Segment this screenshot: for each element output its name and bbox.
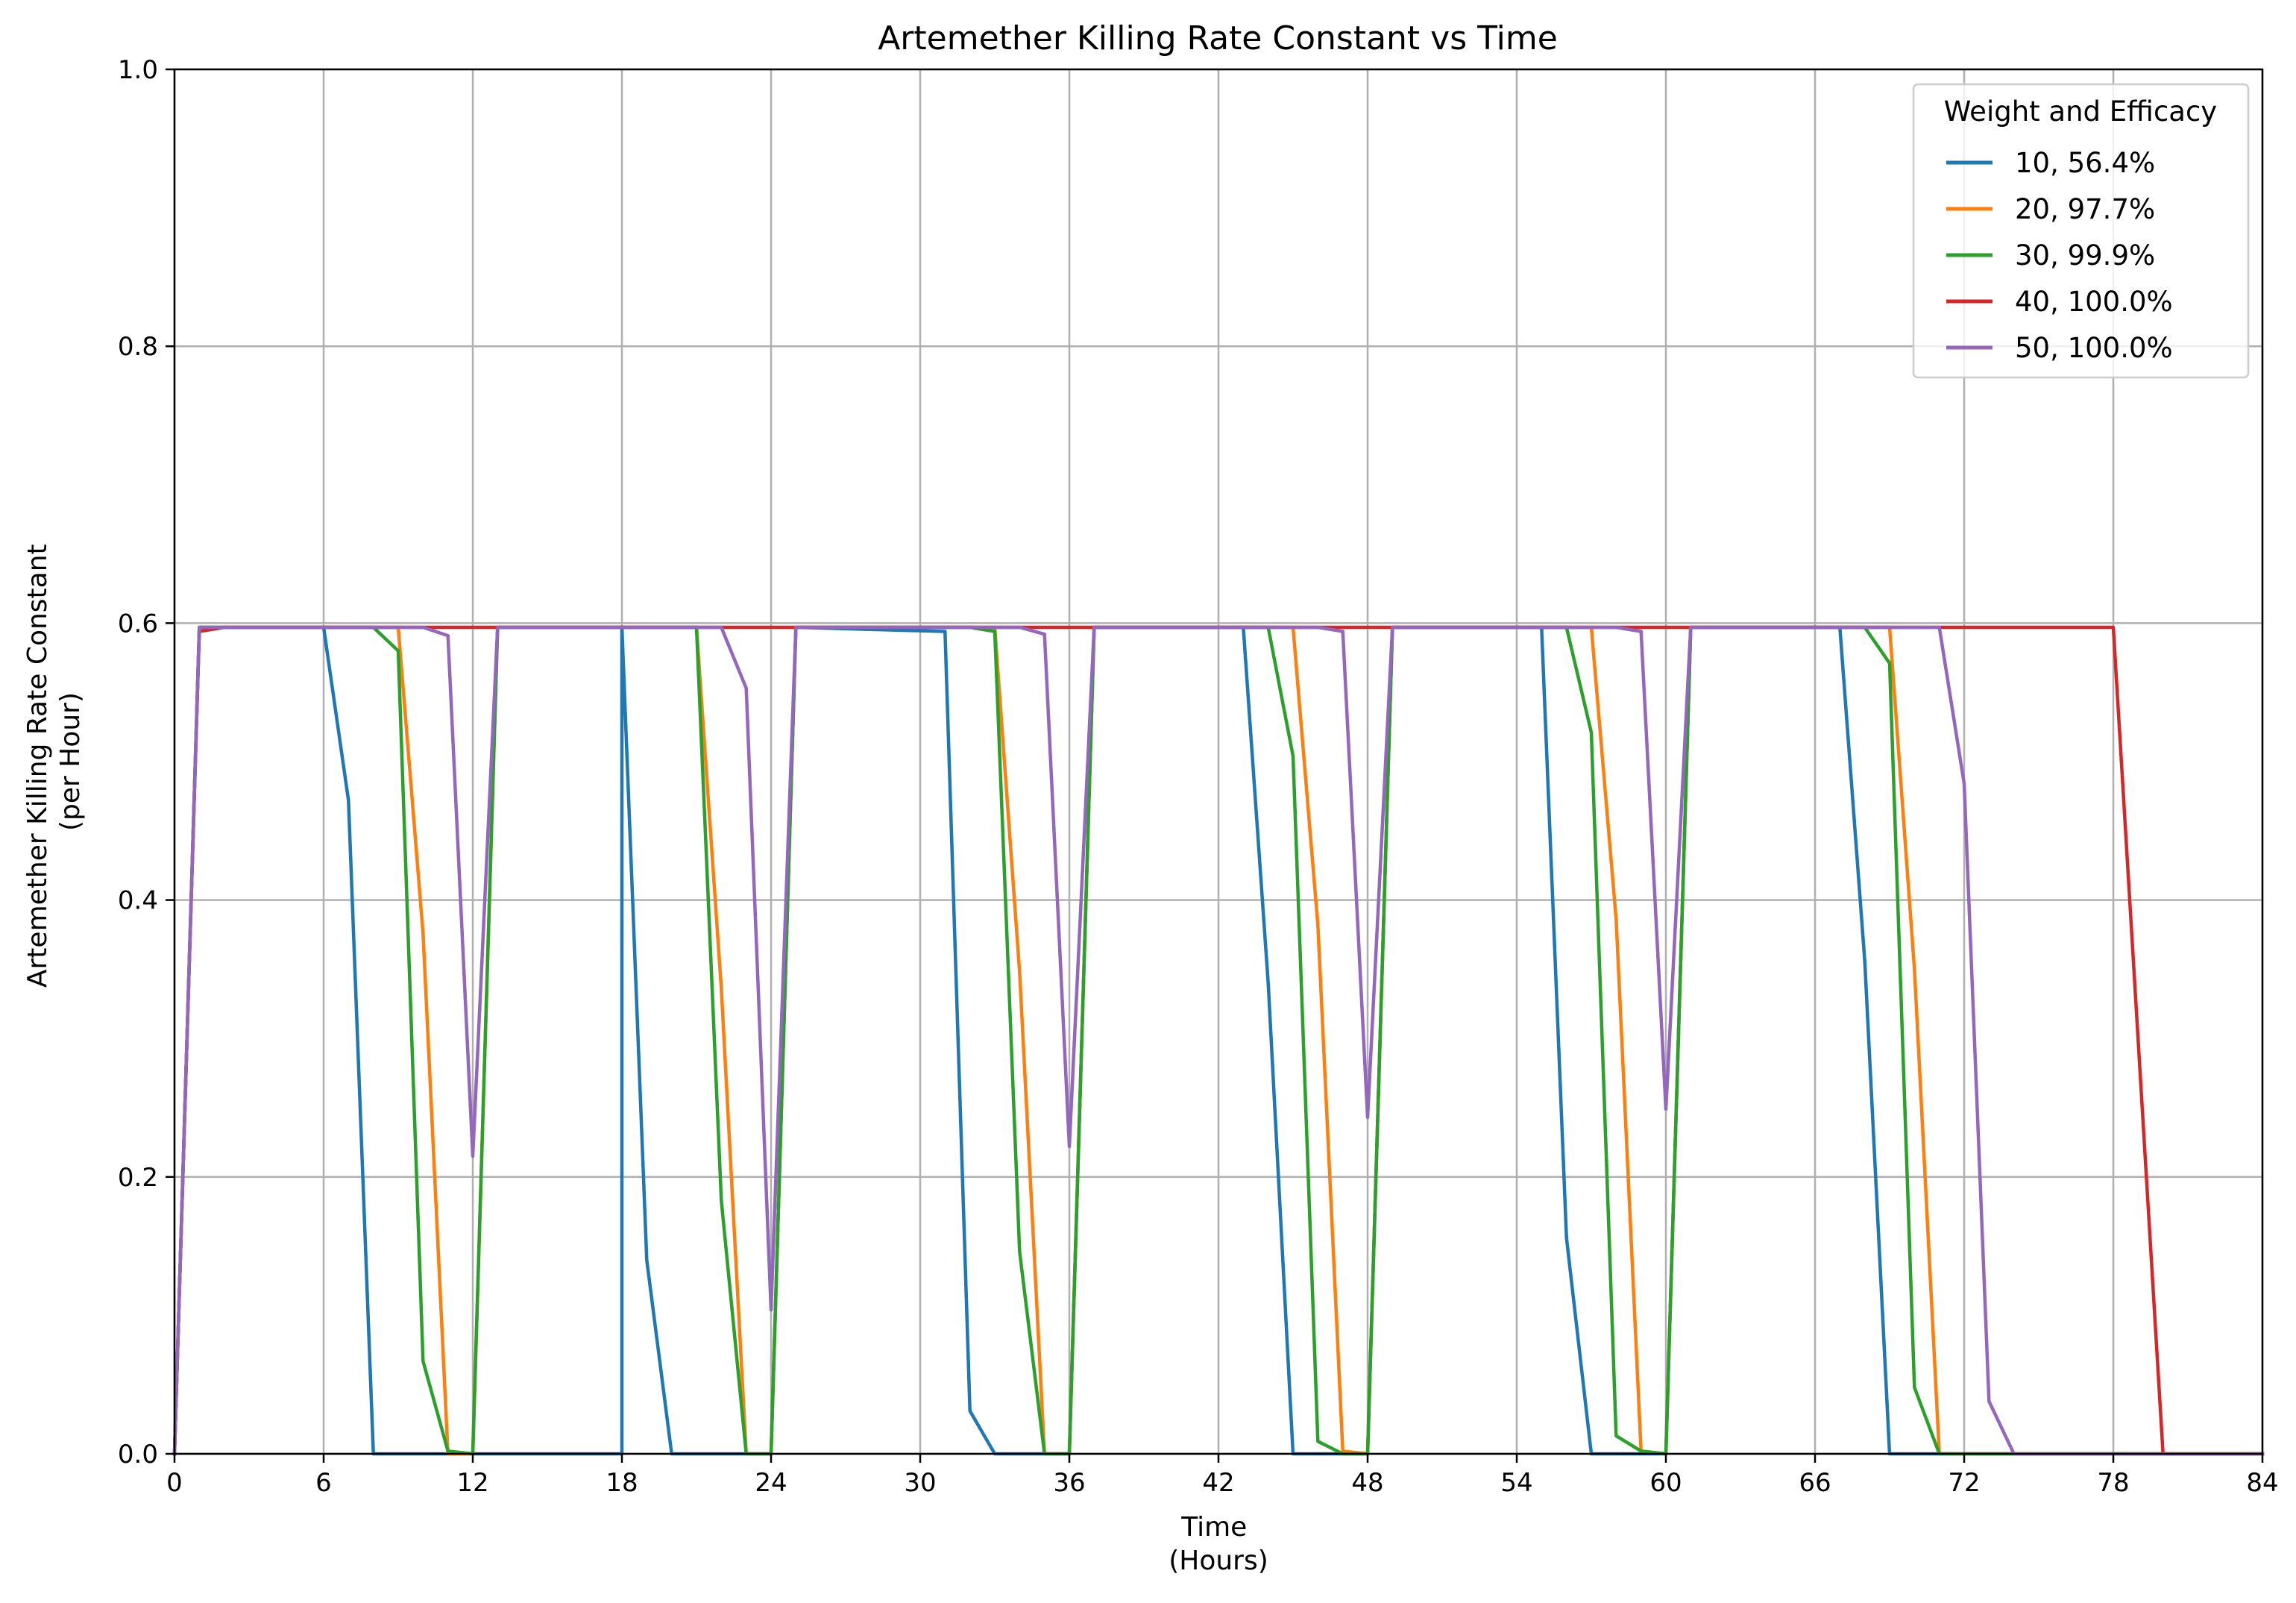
x-axis-label: Time (Hours) (1169, 1512, 1268, 1576)
legend-label: 20, 97.7% (2015, 193, 2155, 225)
x-tick-label: 18 (606, 1468, 638, 1498)
y-axis-label: Artemether Killing Rate Constant (per Ho… (22, 536, 86, 988)
y-tick-label: 0.2 (118, 1163, 158, 1193)
x-tick-label: 42 (1202, 1468, 1234, 1498)
x-tick-label: 84 (2246, 1468, 2278, 1498)
x-tick-label: 48 (1351, 1468, 1383, 1498)
x-tick-label: 0 (166, 1468, 183, 1498)
x-tick-label: 78 (2097, 1468, 2129, 1498)
x-axis-label-line-2: (Hours) (1169, 1546, 1268, 1576)
legend-label: 30, 99.9% (2015, 239, 2155, 272)
y-tick-label: 0.0 (118, 1440, 158, 1469)
x-tick-label: 6 (315, 1468, 332, 1498)
x-tick-label: 60 (1649, 1468, 1682, 1498)
y-axis-label-line-1: Artemether Killing Rate Constant (22, 544, 53, 988)
x-tick-label: 66 (1799, 1468, 1831, 1498)
y-tick-label: 0.4 (118, 886, 158, 916)
legend: Weight and Efficacy 10, 56.4% 20, 97.7% 30… (1912, 83, 2250, 379)
legend-label: 40, 100.0% (2015, 286, 2173, 318)
legend-box (1912, 83, 2250, 379)
legend-title: Weight and Efficacy (1944, 95, 2217, 128)
y-tick-label: 0.8 (118, 332, 158, 362)
series-line-5 (172, 625, 2265, 1456)
legend-label: 10, 56.4% (2015, 147, 2155, 179)
y-axis-label-text: Artemether Killing Rate Constant (per Ho… (22, 536, 86, 988)
axis-ticks: 0 6 12 18 24 30 36 42 48 54 60 66 72 78 84 0.0 0.2 0.4 0.6… (118, 55, 2279, 1498)
x-axis-label-line-1: Time (1180, 1512, 1247, 1543)
x-tick-label: 36 (1053, 1468, 1085, 1498)
chart-title: Artemether Killing Rate Constant vs Time (878, 19, 1558, 57)
y-tick-label: 0.6 (118, 609, 158, 639)
x-tick-label: 24 (755, 1468, 787, 1498)
legend-entries: 10, 56.4% 20, 97.7% 30, 99.9% 40, 100.0% 50,… (1946, 147, 2173, 364)
x-tick-label: 54 (1500, 1468, 1532, 1498)
legend-label: 50, 100.0% (2015, 332, 2173, 364)
x-tick-label: 72 (1948, 1468, 1980, 1498)
y-axis-label-line-2: (per Hour) (55, 692, 86, 831)
x-tick-label: 12 (456, 1468, 488, 1498)
y-tick-label: 1.0 (118, 55, 158, 85)
x-tick-label: 30 (904, 1468, 936, 1498)
